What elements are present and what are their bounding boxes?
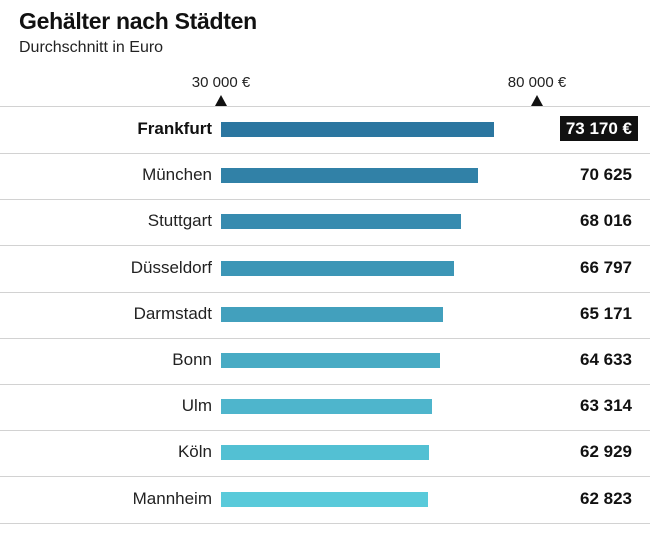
triangle-marker-icon [531, 95, 543, 106]
axis-marker-label: 30 000 € [191, 74, 251, 91]
bar [221, 214, 462, 230]
bar-row: Stuttgart 68 016 [0, 199, 650, 247]
bar-row: Bonn 64 633 [0, 338, 650, 385]
bar [221, 445, 430, 461]
value-label: 66 797 [580, 257, 632, 277]
top-divider [0, 106, 650, 107]
category-label: München [142, 165, 212, 185]
bar [221, 260, 454, 276]
bar-row: Frankfurt 73 170 € [0, 107, 650, 154]
category-label: Ulm [181, 396, 212, 416]
bar [221, 122, 494, 137]
bar [221, 491, 429, 507]
value-label: 68 016 [580, 211, 632, 231]
axis-marker-label: 80 000 € [507, 74, 567, 91]
value-label: 65 171 [580, 303, 632, 323]
category-label: Köln [177, 442, 212, 462]
category-label: Mannheim [132, 488, 212, 508]
bar [221, 306, 444, 322]
bar-row: München 70 625 [0, 153, 650, 201]
category-label: Darmstadt [133, 303, 212, 323]
bar-row: Ulm 63 314 [0, 384, 650, 432]
bar-row: Köln 62 929 [0, 430, 650, 478]
bar [221, 399, 432, 415]
category-label: Bonn [172, 350, 212, 369]
axis-marker-1: 80 000 € [477, 74, 597, 106]
bar-row: Düsseldorf 66 797 [0, 246, 650, 293]
category-label: Frankfurt [137, 119, 212, 138]
bar [221, 353, 440, 368]
value-label: 70 625 [580, 165, 632, 185]
triangle-marker-icon [215, 95, 227, 106]
value-label: 63 314 [580, 396, 632, 416]
value-label: 62 929 [580, 442, 632, 462]
value-label: 62 823 [580, 488, 632, 508]
value-label: 73 170 € [559, 116, 638, 141]
chart-title: Gehälter nach Städten [19, 8, 257, 34]
value-label: 64 633 [580, 350, 632, 369]
chart-subtitle: Durchschnitt in Euro [19, 39, 164, 56]
bar-row: Darmstadt 65 171 [0, 292, 650, 339]
category-label: Düsseldorf [130, 257, 212, 277]
axis-marker-0: 30 000 € [161, 74, 281, 106]
category-label: Stuttgart [147, 211, 212, 231]
bar [221, 168, 478, 184]
bar-row: Mannheim 62 823 [0, 477, 650, 524]
